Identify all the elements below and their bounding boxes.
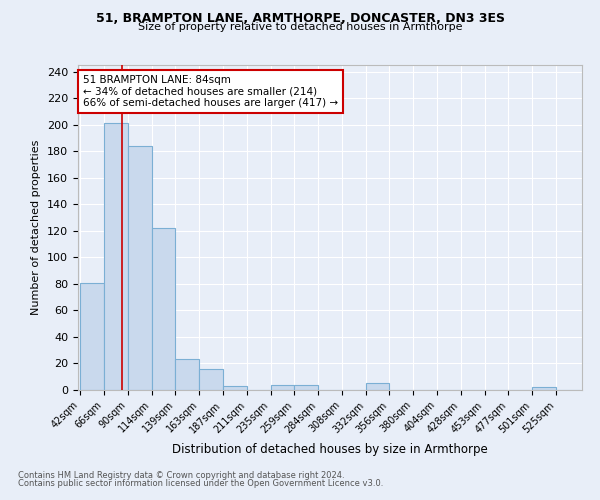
- Text: 51 BRAMPTON LANE: 84sqm
← 34% of detached houses are smaller (214)
66% of semi-d: 51 BRAMPTON LANE: 84sqm ← 34% of detache…: [83, 74, 338, 108]
- Bar: [80, 282, 104, 390]
- X-axis label: Distribution of detached houses by size in Armthorpe: Distribution of detached houses by size …: [172, 443, 488, 456]
- Text: 51, BRAMPTON LANE, ARMTHORPE, DONCASTER, DN3 3ES: 51, BRAMPTON LANE, ARMTHORPE, DONCASTER,…: [95, 12, 505, 26]
- Text: Contains public sector information licensed under the Open Government Licence v3: Contains public sector information licen…: [18, 478, 383, 488]
- Bar: [199, 369, 223, 390]
- Bar: [295, 384, 318, 390]
- Bar: [128, 146, 152, 390]
- Bar: [223, 386, 247, 390]
- Bar: [152, 228, 175, 390]
- Bar: [104, 124, 128, 390]
- Bar: [365, 384, 389, 390]
- Bar: [532, 388, 556, 390]
- Bar: [175, 360, 199, 390]
- Text: Contains HM Land Registry data © Crown copyright and database right 2024.: Contains HM Land Registry data © Crown c…: [18, 471, 344, 480]
- Y-axis label: Number of detached properties: Number of detached properties: [31, 140, 41, 315]
- Text: Size of property relative to detached houses in Armthorpe: Size of property relative to detached ho…: [138, 22, 462, 32]
- Bar: [271, 384, 295, 390]
